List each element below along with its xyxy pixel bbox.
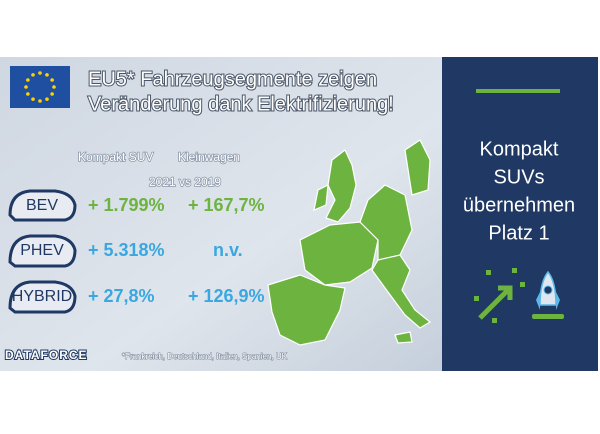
- growth-value: + 1.799%: [88, 195, 165, 215]
- star: [38, 71, 42, 75]
- car-icons: [8, 189, 77, 314]
- star: [45, 97, 49, 101]
- accent-line: [476, 89, 560, 93]
- star: [50, 78, 54, 82]
- growth-value: + 167,7%: [188, 195, 265, 215]
- growth-value: n.v.: [213, 240, 243, 260]
- growth-value: + 27,8%: [88, 286, 155, 306]
- star: [26, 78, 30, 82]
- growth-value: + 126,9%: [188, 286, 265, 306]
- europe-map: [267, 139, 432, 346]
- sidebar-line: SUVs: [493, 166, 544, 188]
- powertrain-label: HYBRID: [12, 288, 72, 305]
- eu-flag: [10, 66, 70, 108]
- star: [26, 92, 30, 96]
- star: [38, 99, 42, 103]
- column-header: Kleinwagen: [178, 150, 240, 164]
- column-header: Kompakt SUV: [78, 150, 153, 164]
- footnote: *Frankreich, Deutschland, Italien, Spani…: [122, 352, 288, 361]
- sidebar-line: Platz 1: [488, 222, 549, 244]
- star: [52, 85, 56, 89]
- period: 2021 vs 2019: [149, 175, 221, 189]
- star: [50, 92, 54, 96]
- sidebar-line: Kompakt: [480, 138, 559, 160]
- title-line: EU5* Fahrzeugsegmente zeigen: [88, 68, 377, 90]
- growth-value: + 5.318%: [88, 240, 165, 260]
- brand: DATAFORCE: [5, 348, 88, 362]
- powertrain-label: BEV: [26, 197, 58, 214]
- rocket-icon: [474, 268, 564, 323]
- star: [31, 73, 35, 77]
- sidebar-line: übernehmen: [463, 194, 575, 216]
- star: [45, 73, 49, 77]
- star: [24, 85, 28, 89]
- right-panel: [442, 57, 598, 371]
- powertrain-label: PHEV: [20, 242, 64, 259]
- title-line: Veränderung dank Elektrifizierung!: [88, 93, 394, 115]
- star: [31, 97, 35, 101]
